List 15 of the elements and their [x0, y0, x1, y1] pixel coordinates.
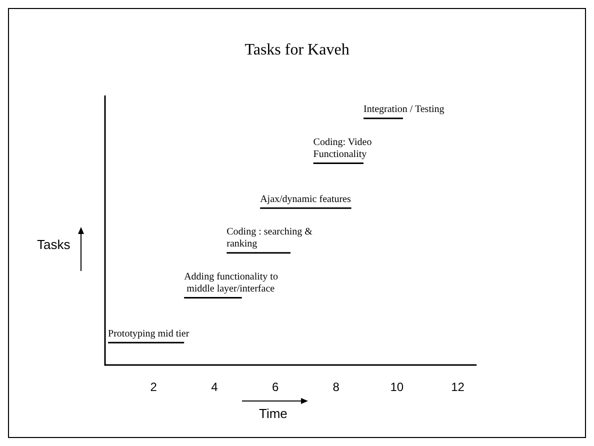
y-tick-label: Coding: Video Functionality: [313, 137, 374, 160]
y-tick-label: Integration / Testing: [363, 104, 444, 116]
x-tick-label: 12: [451, 380, 465, 394]
x-tick-label: 8: [332, 380, 340, 394]
x-tick-label: 2: [150, 380, 158, 394]
chart-title: Tasks for Kaveh: [244, 42, 350, 58]
x-tick-label: 6: [272, 380, 279, 394]
y-tick-label: Coding : searching & ranking: [226, 226, 315, 250]
y-tick-label: Prototyping mid tier: [108, 328, 190, 340]
y-tick-label: Adding functionality to middle layer/interface: [184, 272, 278, 294]
x-tick-label: 10: [390, 380, 404, 394]
x-tick-label: 4: [211, 380, 218, 394]
y-tick-label: Ajax/dynamic features: [260, 194, 351, 205]
y-axis-title: Tasks: [37, 237, 70, 252]
x-axis-title: Time: [259, 406, 288, 421]
